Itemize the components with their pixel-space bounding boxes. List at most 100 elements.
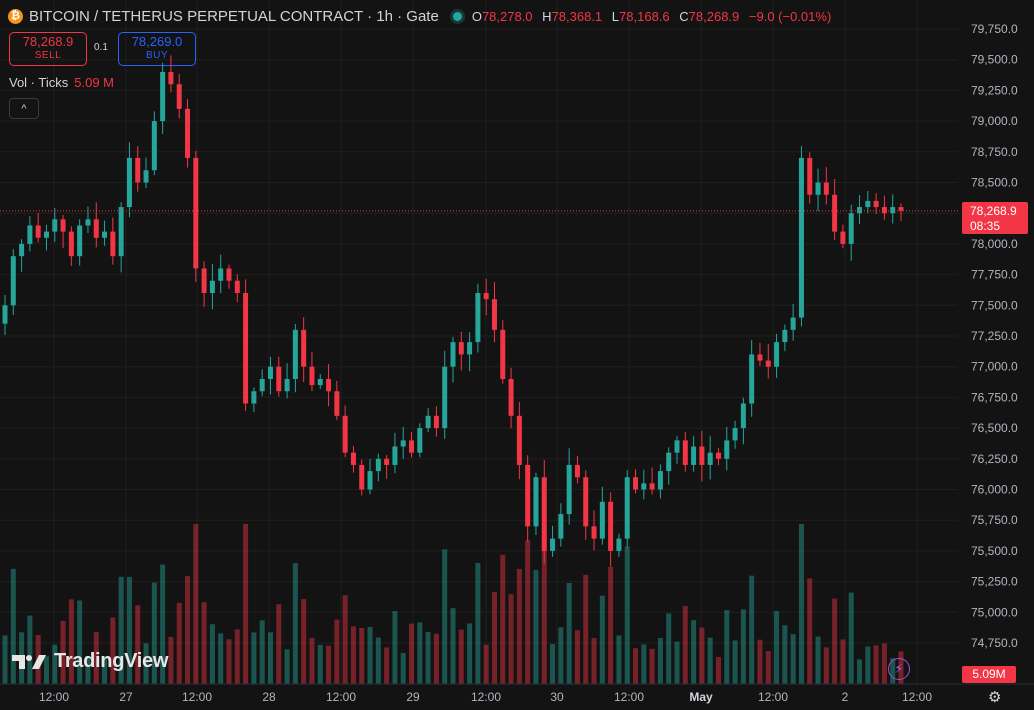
volume-bar <box>176 602 182 684</box>
volume-bar <box>85 655 91 684</box>
spread-value: 0.1 <box>94 42 108 53</box>
volume-bar <box>740 609 746 684</box>
symbol-title[interactable]: BITCOIN / TETHERUS PERPETUAL CONTRACT · … <box>29 7 439 25</box>
candle-body <box>19 243 25 257</box>
volume-bar <box>284 649 290 684</box>
volume-bar <box>591 638 597 684</box>
time-tick-label: 30 <box>550 690 564 704</box>
candle-body <box>483 293 489 300</box>
buy-button[interactable]: 78,269.0 BUY <box>118 32 196 66</box>
sell-button[interactable]: 78,268.9 SELL <box>9 32 87 66</box>
tradingview-logo[interactable]: TradingView <box>12 650 168 673</box>
volume-bar <box>309 637 315 684</box>
volume-bar <box>10 568 16 684</box>
volume-bar <box>433 633 439 684</box>
volume-bar <box>774 610 780 684</box>
candle-body <box>342 415 348 453</box>
collapse-legend-button[interactable]: ^ <box>9 98 39 119</box>
candle-body <box>749 354 755 404</box>
volume-axis-badge: 5.09M <box>962 666 1016 683</box>
time-tick-label: 12:00 <box>39 690 69 704</box>
ohlc-legend: O78,278.0 H78,368.1 L78,168.6 C78,268.9 … <box>472 9 837 24</box>
volume-bar <box>292 563 298 684</box>
time-tick-label: 12:00 <box>471 690 501 704</box>
candle-body <box>458 342 464 355</box>
candle-body <box>566 464 572 515</box>
candle-body <box>832 194 838 232</box>
sell-price: 78,268.9 <box>22 34 74 49</box>
volume-bar <box>218 633 224 684</box>
candle-body <box>724 440 730 459</box>
time-tick-label: 28 <box>262 690 276 704</box>
volume-bar <box>832 598 838 684</box>
candle-body <box>226 268 232 281</box>
volume-bar <box>790 634 796 684</box>
price-tick-label: 74,750.0 <box>971 636 1018 650</box>
volume-bar <box>151 582 157 684</box>
gear-icon[interactable]: ⚙ <box>988 689 1002 706</box>
volume-bar <box>2 635 8 684</box>
candle-body <box>732 428 738 441</box>
candle-body <box>740 403 746 429</box>
volume-bar <box>342 595 348 684</box>
volume-bar <box>508 594 514 684</box>
candle-body <box>491 299 497 330</box>
candle-body <box>840 231 846 244</box>
time-tick-label: 27 <box>119 690 133 704</box>
volume-bar <box>757 639 763 684</box>
last-price-label: 78,268.9 08:35 <box>962 202 1028 234</box>
time-tick-label: 2 <box>842 690 849 704</box>
candle-body <box>475 293 481 343</box>
time-axis[interactable]: 12:00 27 12:00 28 12:00 29 12:00 30 12:00 May 12:0… <box>0 683 1034 704</box>
price-tick-label: 79,250.0 <box>971 83 1018 97</box>
time-tick-label: May <box>689 690 713 704</box>
volume-bar <box>425 631 431 684</box>
volume-bar <box>483 644 489 684</box>
candle-body <box>384 458 390 465</box>
volume-legend[interactable]: Vol · Ticks 5.09 M <box>9 75 114 90</box>
volume-bar <box>126 576 132 684</box>
price-tick-label: 78,500.0 <box>971 176 1018 190</box>
high-label: H <box>542 8 552 24</box>
lightning-icon[interactable]: ⚡ <box>888 658 910 680</box>
price-axis[interactable]: 79,750.0 79,500.0 79,250.0 79,000.0 78,750.0… <box>971 22 1018 650</box>
volume-bar <box>574 630 580 684</box>
volume-bar <box>616 635 622 684</box>
volume-bar <box>201 602 207 684</box>
candle-body <box>525 464 531 527</box>
volume-bar <box>550 643 556 684</box>
candle-body <box>774 342 780 367</box>
volume-bar <box>641 644 647 684</box>
buy-label: BUY <box>145 50 169 61</box>
candle-body <box>375 458 381 472</box>
candle-body <box>500 329 506 379</box>
volume-bar <box>52 644 58 684</box>
candle-body <box>400 440 406 447</box>
volume-bar <box>68 599 74 684</box>
candle-body <box>757 354 763 361</box>
market-status-icon[interactable] <box>452 11 462 21</box>
candle-body <box>143 170 149 183</box>
price-tick-label: 75,250.0 <box>971 575 1018 589</box>
open-value: 78,278.0 <box>481 8 533 24</box>
price-tick-label: 75,750.0 <box>971 513 1018 527</box>
volume-bar <box>633 648 639 684</box>
candle-body <box>873 200 879 208</box>
volume-bar <box>276 604 282 684</box>
tradingview-logo-icon <box>12 654 46 669</box>
bitcoin-icon: ₿ <box>8 8 23 24</box>
volume-bar <box>798 524 804 684</box>
candle-body <box>43 231 49 238</box>
volume-bar <box>649 648 655 684</box>
volume-bar <box>193 524 199 684</box>
volume-bar <box>301 599 307 684</box>
volume-bar <box>500 554 506 684</box>
candle-body <box>27 225 33 244</box>
candle-body <box>558 514 564 539</box>
price-tick-label: 75,000.0 <box>971 605 1018 619</box>
volume-bar <box>807 578 813 684</box>
close-label: C <box>679 8 689 24</box>
volume-value: 5.09 M <box>74 75 114 90</box>
volume-bar <box>43 656 49 684</box>
